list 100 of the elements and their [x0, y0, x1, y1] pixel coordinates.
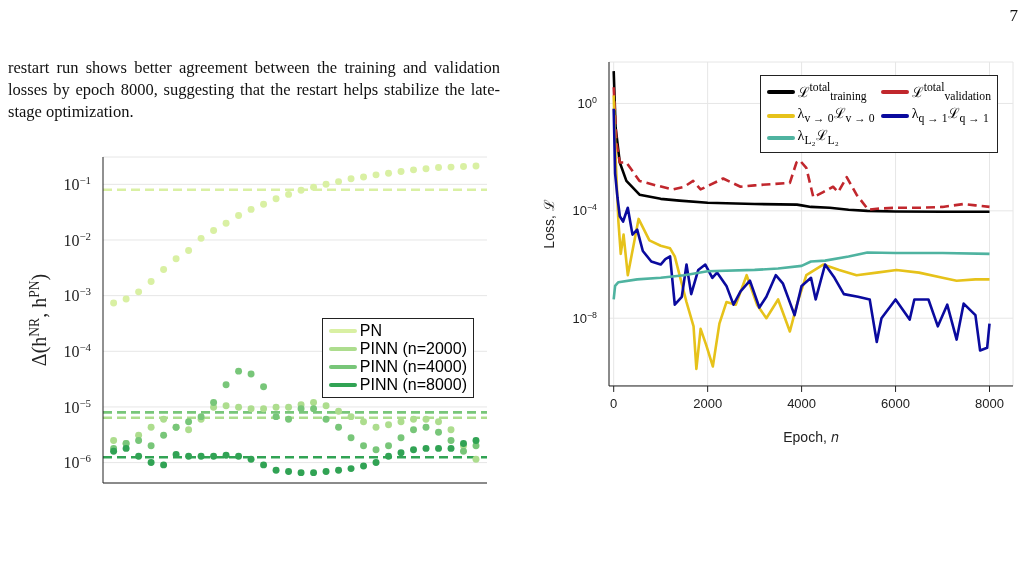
point: [347, 434, 355, 442]
point: [197, 234, 205, 242]
point: [385, 452, 393, 460]
point: [310, 405, 318, 413]
y-tick-label: 10$^{−3}$: [63, 285, 92, 305]
point: [235, 403, 243, 411]
point: [297, 186, 305, 194]
point: [397, 434, 405, 442]
point: [210, 399, 218, 407]
point: [435, 164, 442, 172]
point: [422, 423, 430, 431]
y-tick-label: 10$^{−2}$: [63, 229, 91, 249]
x-tick-label: 2000: [693, 395, 723, 411]
point: [235, 367, 243, 375]
point: [310, 399, 318, 407]
point: [335, 178, 343, 186]
point: [435, 428, 442, 436]
point: [397, 168, 405, 175]
point: [272, 403, 280, 411]
point: [460, 447, 467, 455]
point: [260, 200, 268, 208]
legend-label: λ$_{q → 1}$ℒ$_{q → 1}$: [911, 105, 989, 128]
point: [322, 180, 330, 188]
point: [335, 407, 343, 415]
point: [185, 418, 193, 426]
point: [472, 162, 480, 170]
point: [185, 426, 193, 434]
point: [110, 436, 118, 444]
point: [385, 169, 393, 177]
x-tick-label: 8000: [975, 395, 1004, 411]
point: [397, 449, 405, 457]
point: [385, 421, 393, 429]
point: [185, 452, 193, 460]
point: [160, 461, 168, 469]
point: [472, 455, 480, 463]
point: [285, 468, 293, 476]
point: [147, 459, 155, 467]
x-tick-label: 0: [610, 395, 618, 411]
y-tick-label: 10$^{−4}$: [63, 340, 92, 360]
point: [472, 436, 480, 444]
point: [372, 171, 380, 179]
point: [147, 277, 155, 285]
y-tick-label: 10$^{−8}$: [572, 309, 598, 326]
point: [272, 413, 280, 421]
point: [110, 299, 118, 307]
legend-label: PINN (n=8000): [359, 376, 467, 394]
point: [460, 163, 467, 170]
point: [297, 405, 305, 413]
point: [260, 405, 268, 413]
point: [160, 415, 168, 423]
legend-label: PINN (n=4000): [359, 358, 467, 376]
point: [247, 455, 255, 463]
point: [422, 444, 430, 452]
y-axis-title: Loss, ℒ: [541, 199, 557, 249]
point: [360, 418, 368, 426]
point: [197, 452, 205, 460]
point: [147, 442, 155, 450]
point: [172, 255, 180, 263]
point: [335, 466, 343, 474]
point: [247, 205, 255, 213]
point: [410, 446, 417, 454]
point: [397, 418, 405, 426]
line-series: [612, 251, 991, 301]
point: [322, 402, 330, 410]
point: [435, 444, 442, 452]
legend-label: PN: [359, 322, 383, 340]
point: [210, 227, 218, 234]
legend-label: λ$_{v → 0}$ℒ$_{v → 0}$: [797, 105, 875, 128]
point: [222, 381, 230, 389]
text: 7: [1009, 6, 1018, 26]
y-tick-label: 10$^{−6}$: [63, 452, 92, 472]
point: [235, 212, 243, 220]
point: [122, 444, 130, 452]
point: [285, 403, 293, 411]
point: [372, 459, 380, 467]
point: [447, 436, 455, 444]
point: [347, 465, 355, 473]
point: [347, 413, 355, 421]
legend-label: PINN (n=2000): [359, 340, 467, 358]
point: [272, 466, 280, 474]
point: [447, 444, 455, 452]
point: [285, 190, 293, 198]
point: [360, 462, 368, 470]
point: [422, 165, 430, 173]
point: [122, 295, 130, 303]
point: [410, 166, 417, 174]
point: [422, 415, 430, 423]
point: [360, 442, 368, 450]
point: [347, 175, 355, 183]
point: [222, 402, 230, 410]
point: [210, 452, 218, 460]
point: [322, 468, 330, 476]
point: [310, 469, 318, 477]
y-tick-label: 10$^{−4}$: [572, 202, 598, 219]
point: [272, 195, 280, 203]
point: [385, 442, 393, 450]
point: [247, 405, 255, 413]
point: [322, 415, 330, 423]
point: [447, 163, 455, 171]
x-tick-label: 4000: [787, 395, 817, 411]
